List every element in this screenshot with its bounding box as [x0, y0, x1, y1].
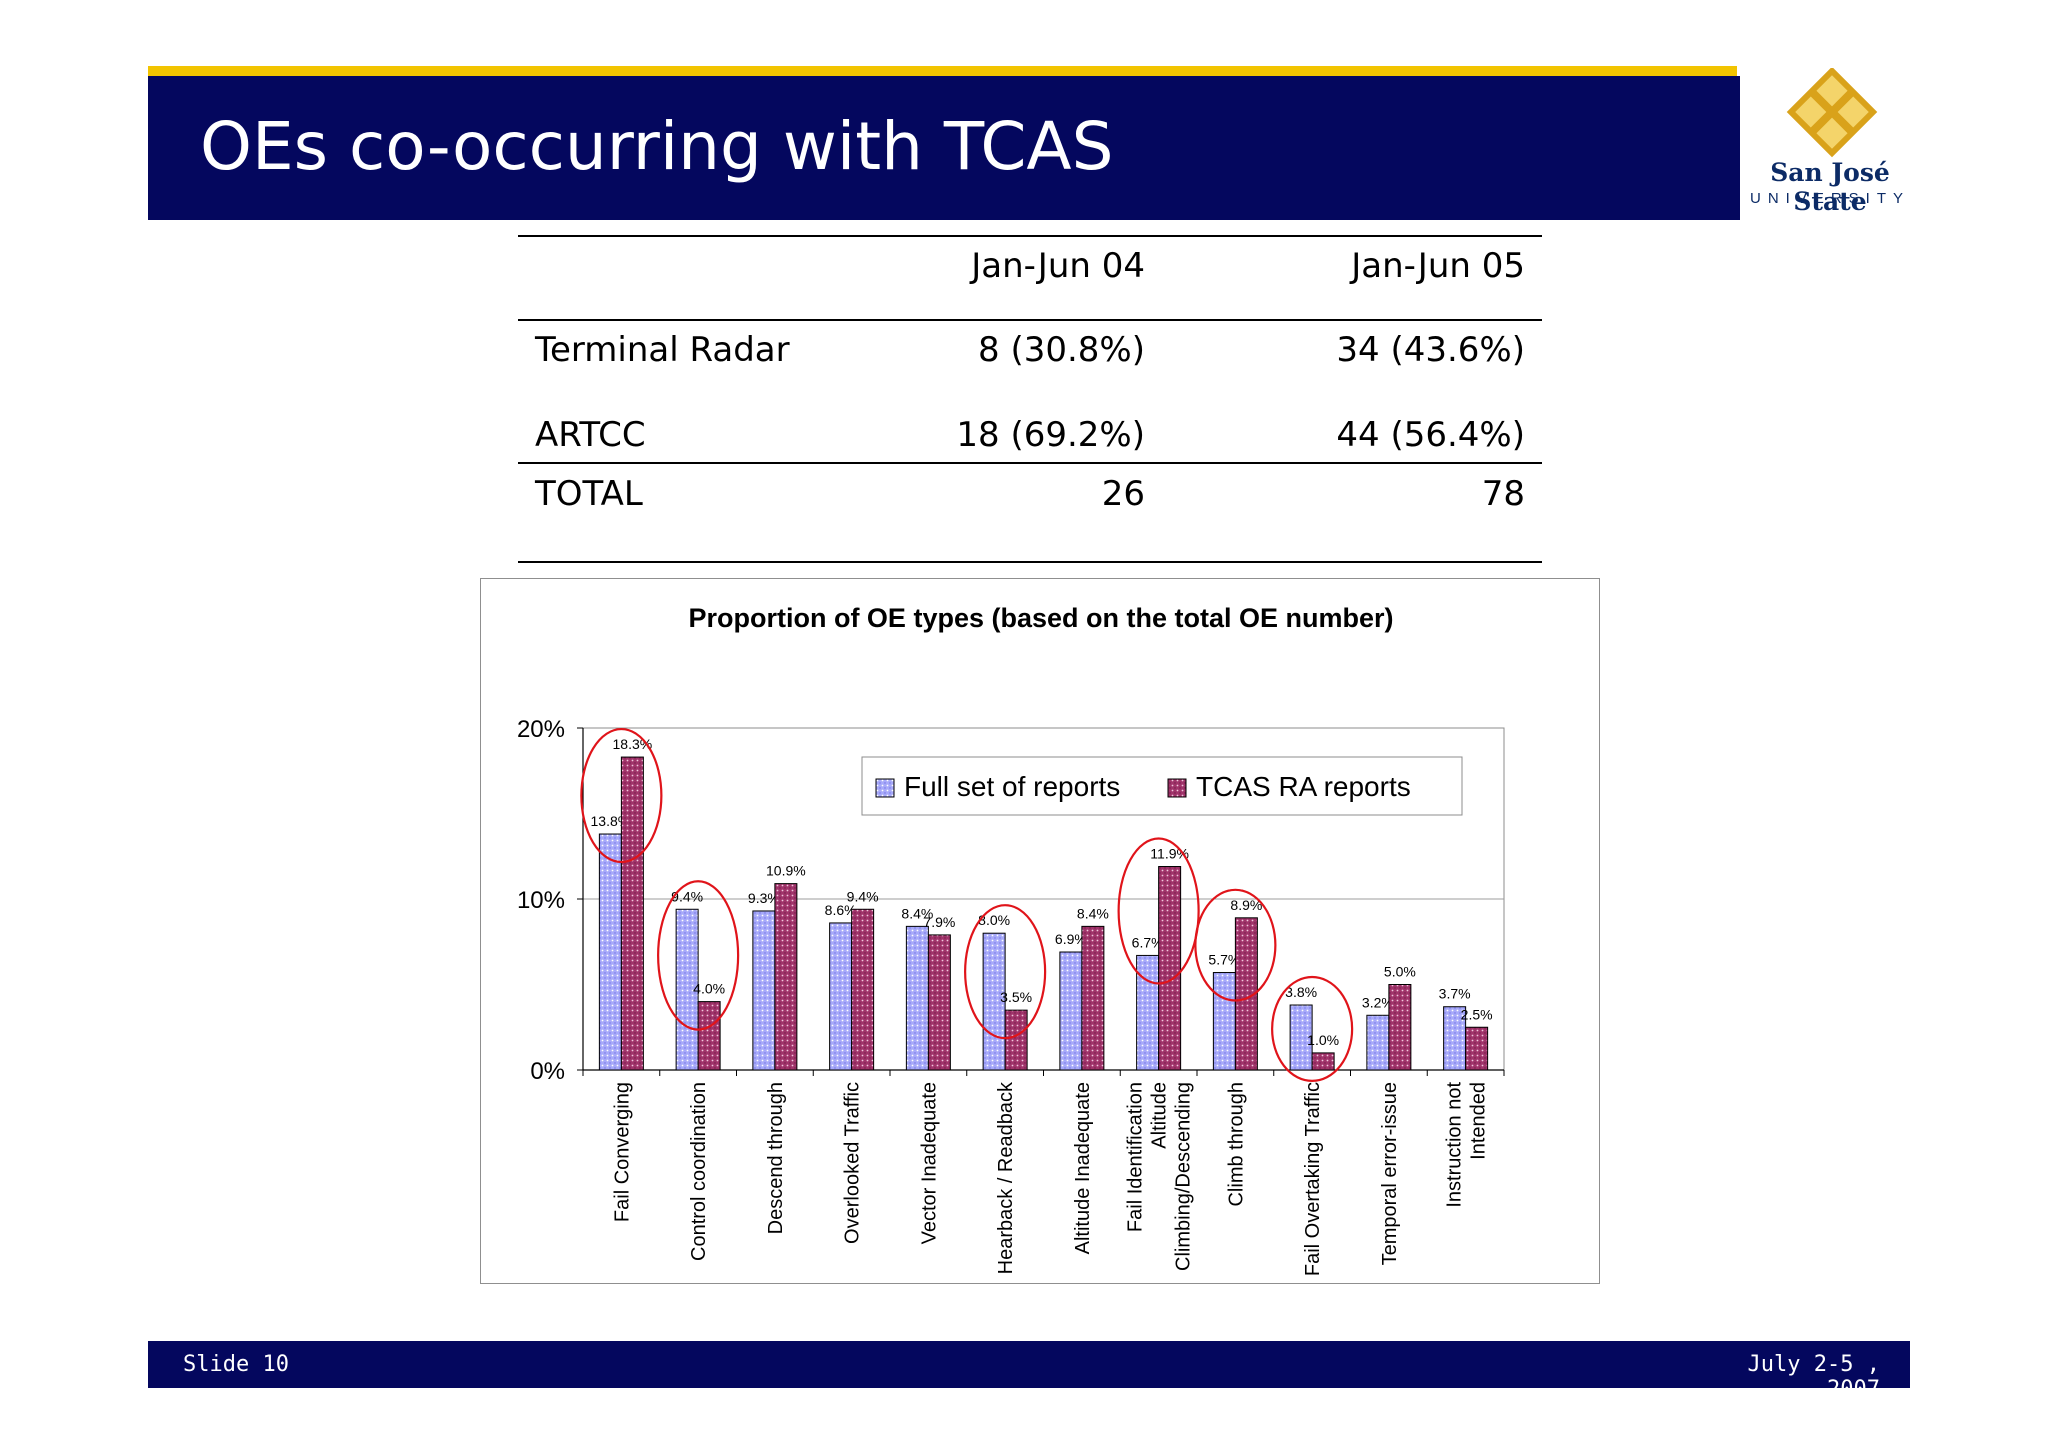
data-label-tcas-ra: 2.5%	[1461, 1006, 1493, 1022]
table-total-rule	[518, 462, 1542, 464]
bar-full-set	[905, 925, 929, 1071]
x-tick-label: Fail Identification Altitude Climbing/Desc…	[1125, 1082, 1195, 1271]
table-cell: 34 (43.6%)	[1336, 330, 1525, 370]
bar-tcas-ra	[1465, 1026, 1489, 1071]
chart-title: Proportion of OE types (based on the tot…	[688, 603, 1393, 633]
x-tick-label: Control coordination	[688, 1082, 710, 1261]
table-row-label: Terminal Radar	[535, 330, 790, 370]
legend-swatch-full-set	[875, 778, 895, 798]
x-tick-label: Instruction not Intended	[1444, 1082, 1490, 1208]
x-tick-label: Altitude Inadequate	[1072, 1082, 1094, 1254]
data-label-full-set: 3.8%	[1285, 984, 1317, 1000]
table-top-rule	[518, 235, 1542, 237]
y-tick-label: 20%	[517, 716, 565, 743]
x-tick-label: Descend through	[765, 1082, 787, 1234]
table-cell: 8 (30.8%)	[978, 330, 1145, 370]
x-tick-label: Hearback / Readback	[995, 1081, 1017, 1274]
highlight-circle	[1117, 837, 1200, 985]
data-label-full-set: 8.4%	[901, 905, 933, 921]
data-label-tcas-ra: 7.9%	[923, 914, 955, 930]
bar-tcas-ra	[620, 756, 644, 1071]
x-tick-label: Fail Converging	[611, 1082, 633, 1222]
data-label-tcas-ra: 1.0%	[1307, 1032, 1339, 1048]
bar-full-set	[982, 932, 1006, 1071]
data-label-tcas-ra: 10.9%	[766, 863, 806, 879]
highlight-circle	[1271, 975, 1354, 1082]
bar-chart: Proportion of OE types (based on the tot…	[517, 603, 1505, 1276]
highlight-circle	[657, 880, 740, 1031]
table-header-rule	[518, 319, 1542, 321]
header-bar	[148, 76, 1740, 220]
table-header-jan05: Jan-Jun 05	[1351, 246, 1525, 286]
data-label-tcas-ra: 9.4%	[847, 888, 879, 904]
data-label-full-set: 5.7%	[1208, 952, 1240, 968]
legend-swatch-tcas-ra	[1167, 778, 1187, 798]
data-label-tcas-ra: 8.9%	[1230, 897, 1262, 913]
bar-full-set	[1059, 951, 1083, 1071]
data-label-full-set: 13.8%	[591, 813, 631, 829]
slide-number: Slide 10	[183, 1352, 289, 1377]
footer-bar	[148, 1341, 1910, 1388]
bar-full-set	[1289, 1004, 1313, 1071]
data-label-tcas-ra: 4.0%	[693, 981, 725, 997]
bar-tcas-ra	[1388, 984, 1412, 1071]
data-label-full-set: 3.7%	[1439, 986, 1471, 1002]
data-label-tcas-ra: 5.0%	[1384, 964, 1416, 980]
bar-full-set	[752, 910, 776, 1071]
y-tick-label: 0%	[530, 1058, 565, 1085]
data-label-full-set: 9.4%	[671, 888, 703, 904]
data-label-tcas-ra: 8.4%	[1077, 905, 1109, 921]
logo-subtitle: UNIVERSITY	[1749, 190, 1910, 207]
bar-full-set	[1136, 954, 1160, 1071]
legend	[861, 756, 1463, 816]
y-tick-label: 10%	[517, 887, 565, 914]
table-cell: 26	[1101, 474, 1145, 514]
legend-label-full-set: Full set of reports	[904, 771, 1120, 802]
chart-frame: Proportion of OE types (based on the tot…	[480, 578, 1600, 1284]
bar-tcas-ra	[697, 1001, 721, 1071]
table-row-label: ARTCC	[535, 415, 646, 455]
data-label-full-set: 9.3%	[748, 890, 780, 906]
bar-full-set	[1366, 1014, 1390, 1071]
table-cell: 18 (69.2%)	[956, 415, 1145, 455]
bar-tcas-ra	[774, 883, 798, 1071]
bar-tcas-ra	[851, 908, 875, 1071]
legend-label-tcas-ra: TCAS RA reports	[1196, 771, 1411, 802]
x-tick-label: Temporal error-issue	[1379, 1082, 1401, 1265]
table-cell: 44 (56.4%)	[1336, 415, 1525, 455]
university-seal-icon	[1786, 68, 1878, 158]
bar-tcas-ra	[927, 934, 951, 1071]
data-label-full-set: 6.7%	[1132, 934, 1164, 950]
x-tick-label: Overlooked Traffic	[842, 1082, 864, 1244]
highlight-circle	[580, 727, 663, 864]
data-label-full-set: 8.6%	[825, 902, 857, 918]
bar-tcas-ra	[1158, 866, 1182, 1071]
data-label-full-set: 6.9%	[1055, 931, 1087, 947]
table-header-jan04: Jan-Jun 04	[971, 246, 1145, 286]
bar-tcas-ra	[1004, 1009, 1028, 1071]
x-tick-label: Fail Overtaking Traffic	[1302, 1082, 1324, 1276]
table-row-label: TOTAL	[535, 474, 643, 514]
table-bottom-rule	[518, 561, 1542, 563]
bar-full-set	[598, 833, 622, 1071]
bar-tcas-ra	[1311, 1052, 1335, 1071]
x-tick-label: Vector Inadequate	[918, 1082, 940, 1244]
bar-full-set	[829, 922, 853, 1071]
table-cell: 78	[1481, 474, 1525, 514]
highlight-circle	[1194, 888, 1277, 1002]
bar-tcas-ra	[1081, 925, 1105, 1071]
header-gold-stripe	[148, 66, 1737, 76]
slide-title: OEs co-occurring with TCAS	[200, 108, 1114, 185]
highlight-circle	[964, 904, 1047, 1040]
data-label-tcas-ra: 3.5%	[1000, 989, 1032, 1005]
data-label-full-set: 8.0%	[978, 912, 1010, 928]
x-tick-label: Climb through	[1225, 1082, 1247, 1207]
presentation-date: July 2-5 , 2007	[1747, 1352, 1880, 1402]
bar-tcas-ra	[1234, 917, 1258, 1071]
logo-name: San José State	[1770, 158, 1890, 216]
bar-full-set	[1212, 972, 1236, 1071]
data-label-full-set: 3.2%	[1362, 994, 1394, 1010]
